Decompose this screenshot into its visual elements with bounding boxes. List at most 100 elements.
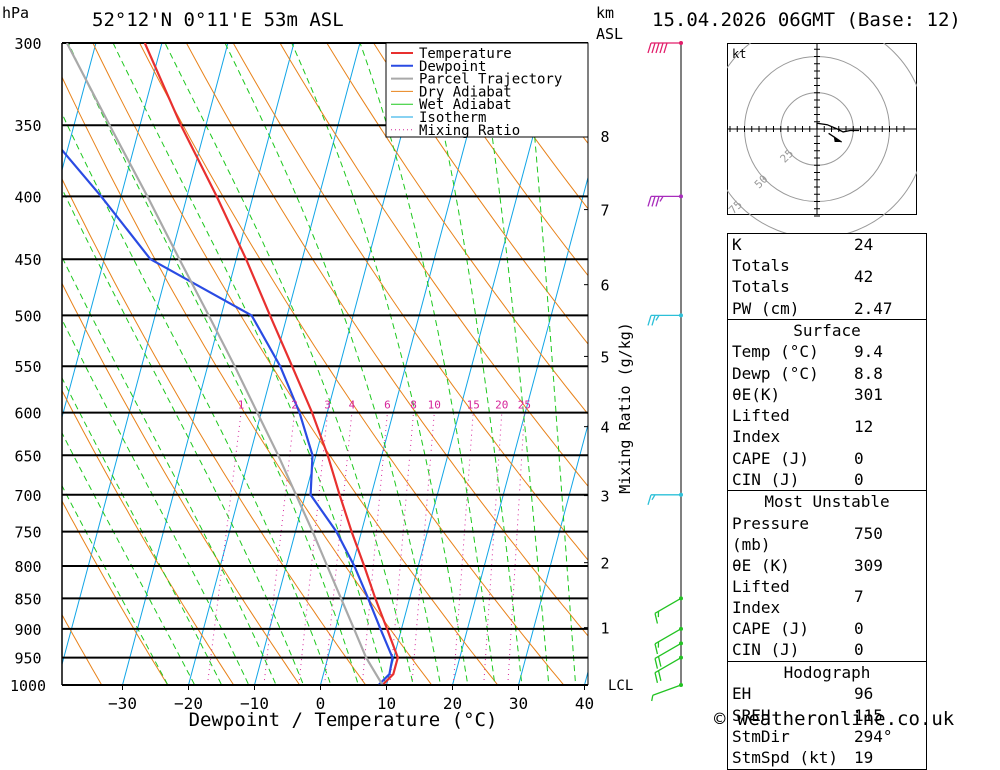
wind-barb-feather: [656, 43, 659, 53]
index-label: Lifted Index: [728, 576, 851, 618]
wind-barb-feather: [664, 43, 667, 53]
wind-barbs: [648, 41, 683, 701]
wind-barb-feather: [658, 656, 660, 666]
index-value: 750: [850, 513, 927, 555]
wind-barb: [648, 194, 683, 206]
pressure-tick-label: 700: [14, 487, 41, 505]
pressure-tick-label: 850: [14, 590, 41, 608]
index-label: CAPE (J): [728, 618, 851, 639]
index-row: CAPE (J)0: [728, 618, 927, 639]
pressure-tick-label: 750: [14, 524, 41, 542]
wind-barb-feather: [655, 613, 657, 623]
temperature-profile: [145, 43, 398, 685]
pressure-tick-label: 950: [14, 650, 41, 668]
pressure-tick-label: 400: [14, 188, 41, 206]
wind-barb-feather: [655, 673, 657, 683]
mixing-ratio-line: [362, 413, 387, 685]
pressure-tick-label: 800: [14, 558, 41, 576]
mixing-ratio-value-label: 4: [349, 399, 356, 412]
temperature-tick-label: 40: [575, 694, 594, 713]
index-label: Pressure (mb): [728, 513, 851, 555]
pressure-tick-label: 1000: [10, 677, 46, 695]
mixing-ratio-value-label: 1: [238, 399, 245, 412]
index-value: 96: [850, 683, 927, 704]
mixing-ratio-line: [264, 413, 295, 685]
hodograph-unit: kt: [732, 47, 746, 61]
wind-barb-feather: [652, 196, 655, 206]
index-label: EH: [728, 683, 851, 704]
wind-barb-feather: [652, 43, 655, 53]
index-value: 8.8: [850, 363, 927, 384]
wind-barb-feather: [648, 495, 651, 505]
index-section-header: Hodograph: [728, 661, 927, 683]
km-tick-label: 2: [600, 555, 609, 573]
mixing-ratio-value-label: 20: [495, 399, 508, 412]
wind-barb: [655, 596, 683, 623]
mixing-ratio-value-label: 15: [467, 399, 480, 412]
index-section-title: Most Unstable: [728, 491, 927, 513]
index-value: 2.47: [850, 297, 927, 319]
mixing-ratio-line: [484, 413, 502, 685]
index-label: Totals Totals: [728, 255, 851, 297]
index-section-header: Surface: [728, 319, 927, 341]
mixing-ratio-value-label: 8: [410, 399, 417, 412]
index-value: 42: [850, 255, 927, 297]
km-tick-label: 7: [600, 202, 609, 220]
credit-text: © weatheronline.co.uk: [714, 708, 954, 730]
index-value: 7: [850, 576, 927, 618]
index-label: Lifted Index: [728, 405, 851, 447]
pressure-tick-label: 350: [14, 117, 41, 135]
wind-barb-feather: [648, 43, 651, 53]
index-label: θE (K): [728, 555, 851, 576]
wind-barb-feather: [656, 315, 659, 320]
mixing-ratio-value-label: 25: [518, 399, 531, 412]
isotherm-line: [182, 0, 386, 711]
wind-barb-feather: [655, 658, 657, 668]
index-row: Pressure (mb)750: [728, 513, 927, 555]
km-tick-label: 8: [600, 128, 609, 146]
index-row: Temp (°C)9.4: [728, 341, 927, 362]
mixing-ratio-axis-label: Mixing Ratio (g/kg): [616, 322, 634, 494]
index-label: CIN (J): [728, 639, 851, 661]
index-value: 12: [850, 405, 927, 447]
wet-adiabat-line: [0, 0, 340, 711]
wind-barb-feather: [655, 644, 657, 654]
index-section-title: Surface: [728, 319, 927, 341]
x-axis-label: Dewpoint / Temperature (°C): [189, 709, 498, 731]
index-label: CAPE (J): [728, 447, 851, 468]
index-value: 19: [850, 747, 927, 769]
index-value: 301: [850, 384, 927, 405]
index-row: CIN (J)0: [728, 639, 927, 661]
wind-barb-feather: [652, 695, 653, 701]
index-value: 24: [850, 234, 927, 256]
mixing-ratio-value-label: 6: [384, 399, 391, 412]
index-label: Temp (°C): [728, 341, 851, 362]
index-label: Dewp (°C): [728, 363, 851, 384]
pressure-tick-label: 500: [14, 307, 41, 325]
index-label: K: [728, 234, 851, 256]
index-value: 0: [850, 639, 927, 661]
mixing-ratio-value-label: 3: [324, 399, 331, 412]
wind-barb-feather: [652, 315, 655, 325]
index-value: 9.4: [850, 341, 927, 362]
lcl-label: LCL: [608, 678, 633, 694]
wind-barb-feather: [648, 196, 651, 206]
index-row: CIN (J)0: [728, 469, 927, 491]
index-label: PW (cm): [728, 297, 851, 319]
mixing-ratio-line: [508, 413, 525, 685]
index-label: CIN (J): [728, 469, 851, 491]
index-section-header: Most Unstable: [728, 491, 927, 513]
index-row: PW (cm)2.47: [728, 297, 927, 319]
wind-barb: [648, 41, 683, 53]
wind-barb: [648, 313, 683, 325]
pressure-tick-label: 300: [14, 35, 41, 53]
pressure-tick-label: 600: [14, 405, 41, 423]
